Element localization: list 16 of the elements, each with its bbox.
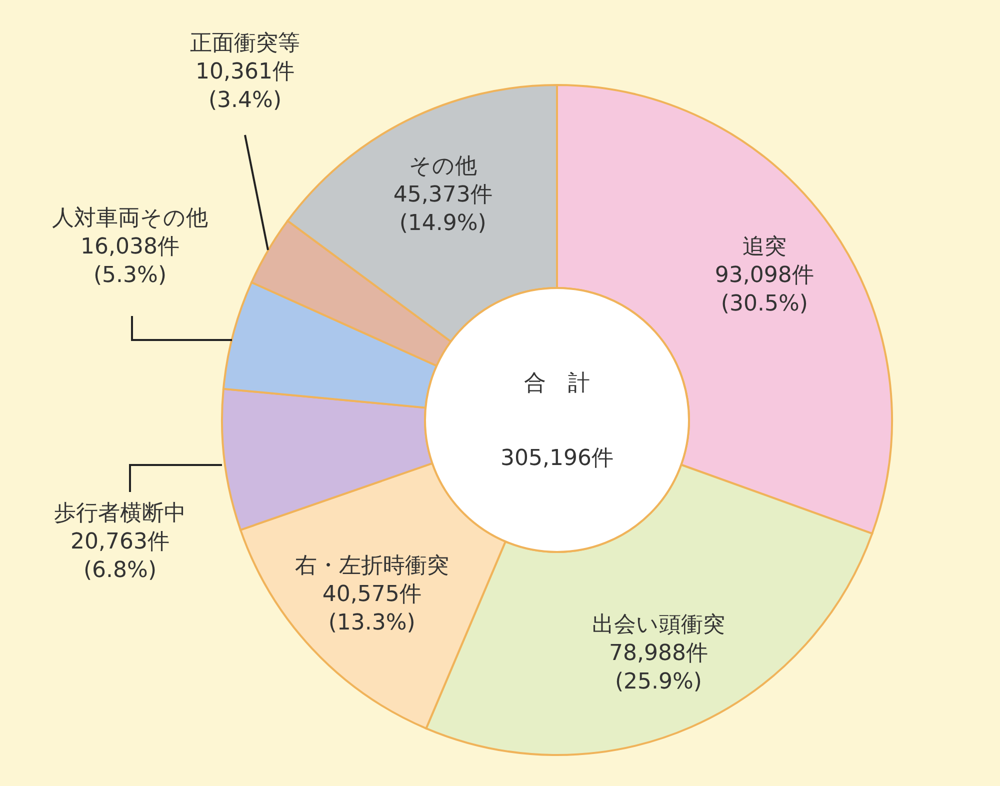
- slice-label: 追突: [742, 234, 786, 260]
- data-label: 16,038件 (5.3%): [80, 234, 180, 288]
- slice-label: 歩行者横断中: [54, 501, 186, 526]
- data-label: 40,575件 (13.3%): [322, 582, 422, 636]
- data-label: 78,988件 (25.9%): [608, 641, 708, 695]
- data-label: 10,361件 (3.4%): [196, 60, 294, 114]
- slice-label: 人対車両その他: [52, 206, 208, 231]
- text: 合 計: [524, 371, 590, 396]
- text: 305,196件: [500, 446, 614, 471]
- slice-label: 出会い頭衝突: [592, 612, 725, 638]
- slice-label: 右・左折時衝突: [294, 553, 449, 578]
- slice-label: 正面衝突等: [190, 31, 300, 56]
- data-label: 93,098件 (30.5%): [714, 262, 814, 317]
- data-label: 45,373件 (14.9%): [393, 182, 492, 236]
- data-label: 20,763件 (6.8%): [70, 530, 170, 584]
- slice-label: その他: [408, 154, 477, 179]
